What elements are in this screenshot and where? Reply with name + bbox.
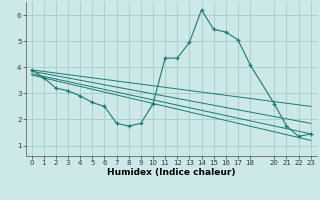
X-axis label: Humidex (Indice chaleur): Humidex (Indice chaleur) [107,168,236,177]
